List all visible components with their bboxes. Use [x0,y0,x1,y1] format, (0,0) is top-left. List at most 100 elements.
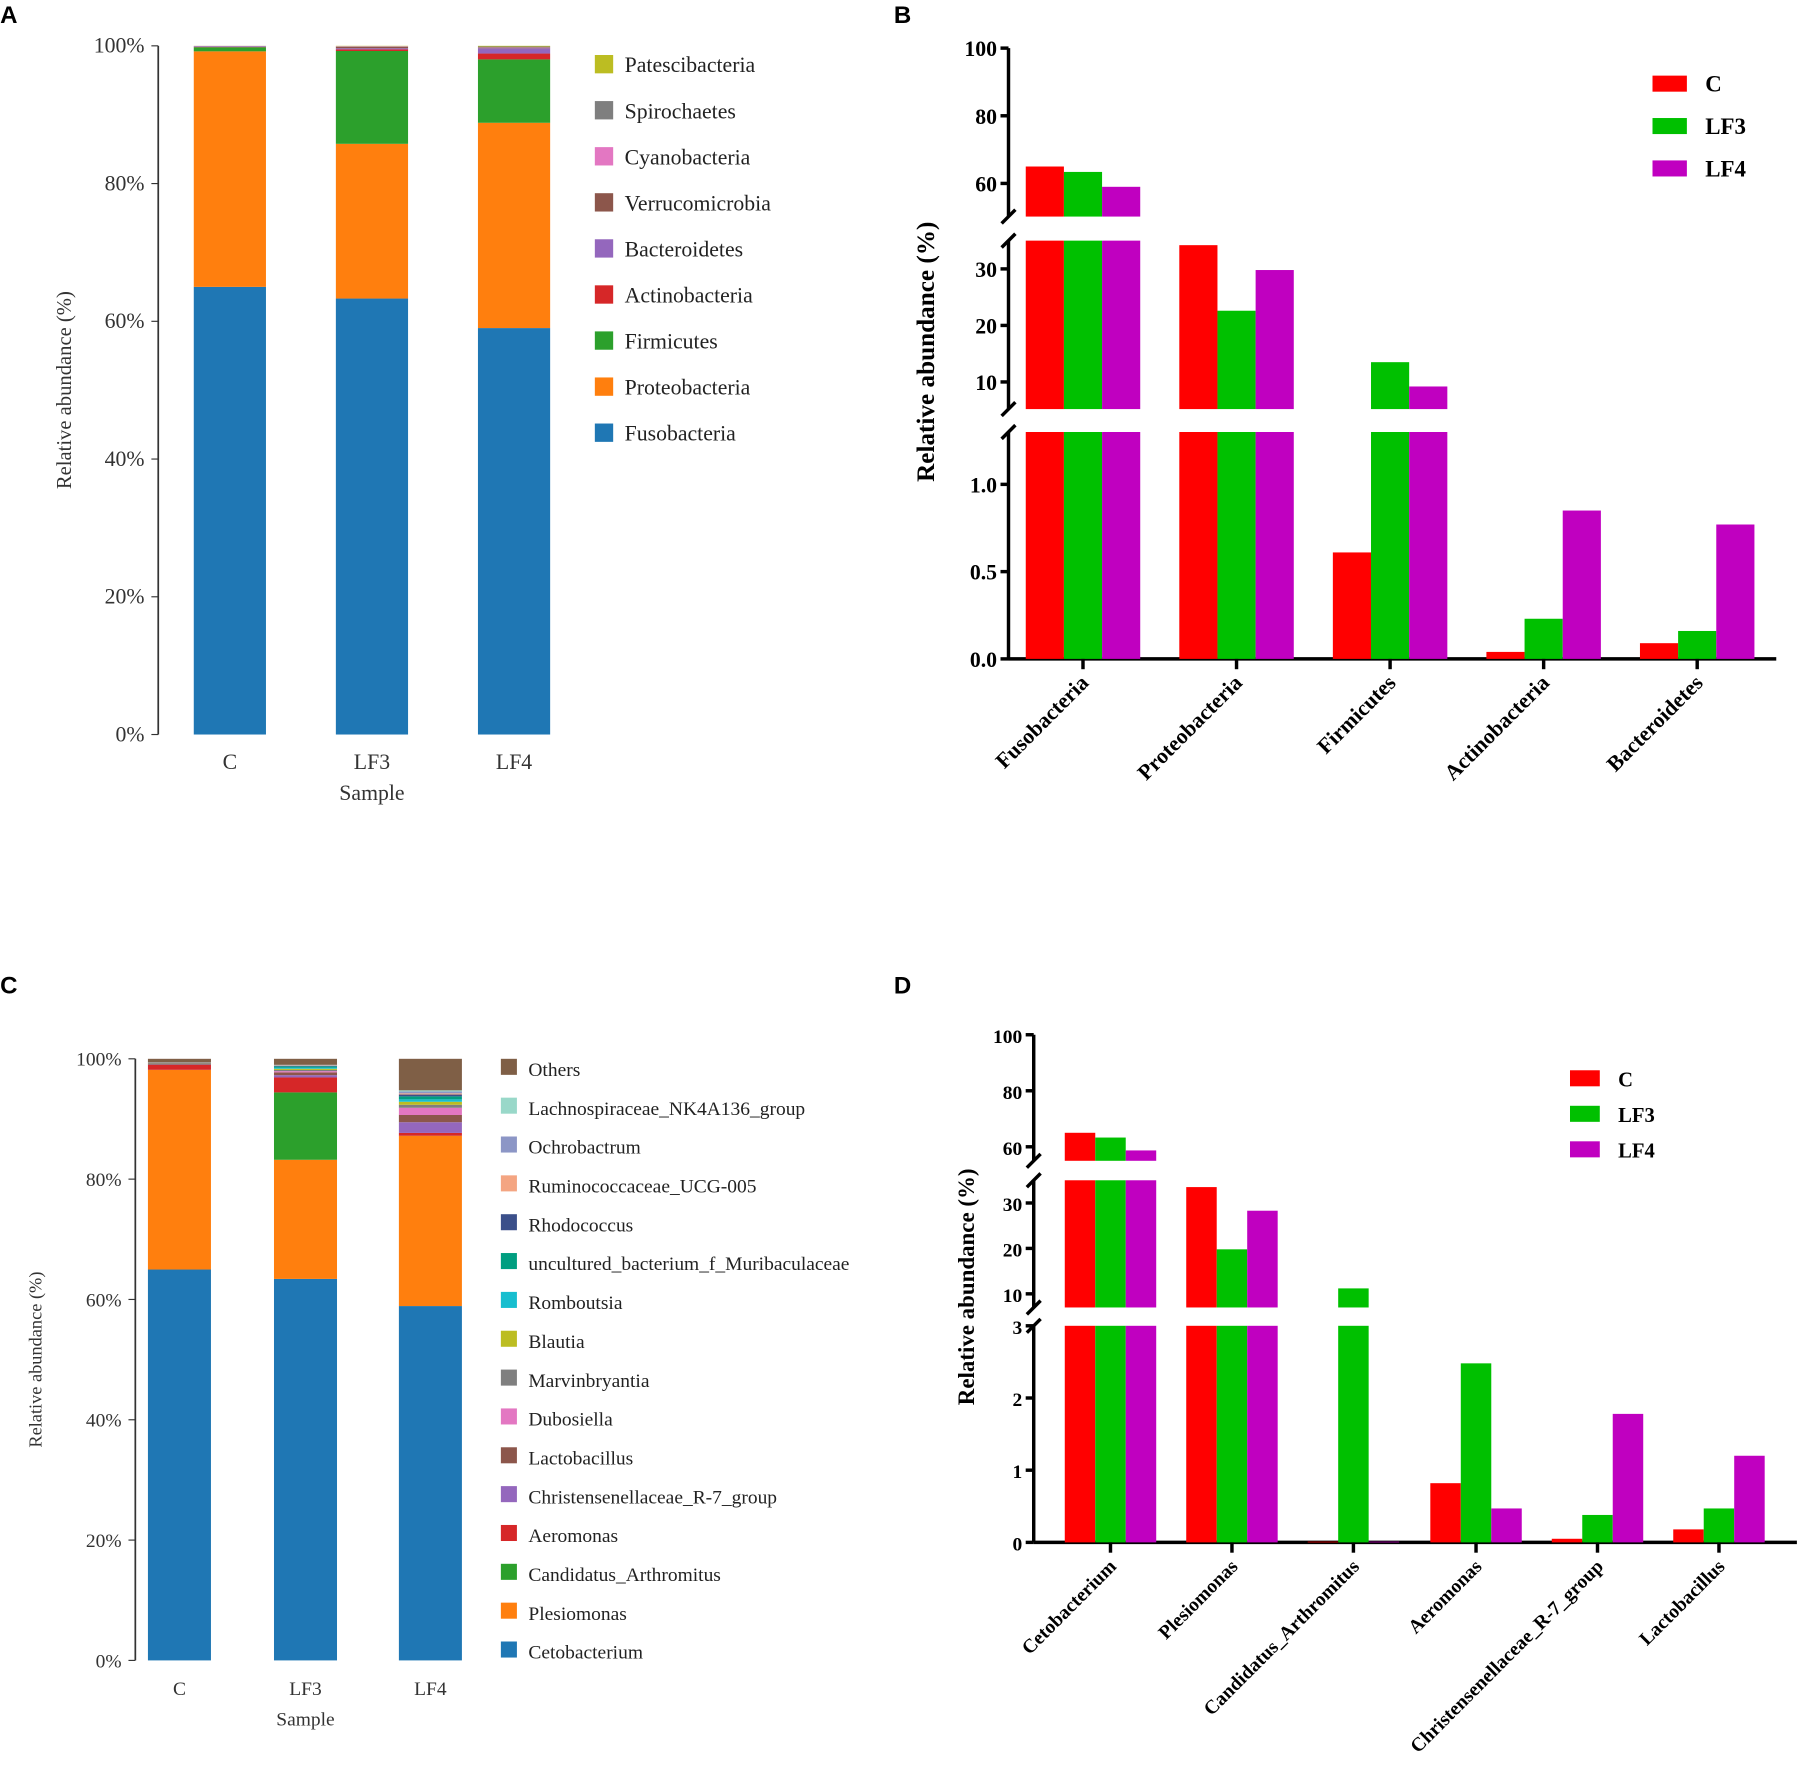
bar-segment-rhodococcus [398,1094,462,1097]
bar-lf4 [1102,240,1141,410]
legend-swatch [1569,1141,1600,1158]
legend-label: Plesiomonas [528,1604,626,1625]
x-tick-label: LF3 [354,750,390,774]
y-tick-label: 20% [86,1531,122,1552]
bar-segment-blautia [273,1068,338,1070]
y-tick-label: 20 [1003,1240,1022,1261]
bar-segment-marvinbryantia [398,1104,462,1108]
x-tick-label: Firmicutes [1313,671,1401,759]
bar-segment-lactobacillus [147,1063,211,1065]
bar-segment-christensenellaceae_r-7_group [273,1075,338,1078]
legend-swatch [594,101,614,120]
y-tick-label: 100% [94,34,145,58]
bar-segment-patescibacteria [477,45,551,47]
bar-segment-bacteroidetes [193,46,266,47]
bar-segment-blautia [398,1101,462,1105]
legend-label: Marvinbryantia [528,1371,649,1392]
legend-swatch [500,1641,517,1658]
bar-lf3 [1063,240,1103,410]
panel-label-b: B [894,2,911,29]
x-tick-label: Bacteroidetes [1602,671,1708,777]
legend-swatch [500,1602,517,1619]
legend-label: LF3 [1705,114,1746,139]
y-tick-label: 0.5 [970,561,997,585]
chart-a-phylum-stacked: 0% 20% 40% 60% 80% 100% Relative abundance (%)… [54,34,771,805]
legend-label: Dubosiella [528,1410,613,1431]
bar-lf4 [1716,524,1755,659]
x-tick-label: Christensenellaceae_R-7_group [1407,1556,1608,1757]
legend-label: Christensenellaceae_R-7_group [528,1487,777,1508]
bar-segment-actinobacteria [335,49,409,51]
legend-swatch [594,285,614,304]
bar-segment-plesiomonas [273,1159,338,1279]
legend-label: Blautia [528,1332,585,1353]
panel-label-a: A [0,2,17,29]
legend-swatch [1652,75,1687,92]
bar-lf4 [1125,1325,1157,1543]
legend-swatch [500,1330,517,1347]
bar-lf4 [1491,1508,1522,1543]
bar-c [1332,552,1372,659]
x-tick-label: Cetobacterium [1018,1556,1121,1659]
bar-lf4 [1562,510,1601,659]
bar-c [1639,643,1679,659]
legend-swatch [500,1097,517,1114]
y-tick-label: 100 [964,37,997,61]
y-tick-label: 0 [1013,1534,1023,1555]
axis-break-mark [1025,1317,1042,1334]
legend-swatch [500,1524,517,1542]
bar-c [1430,1483,1461,1543]
x-tick-label: Aeromonas [1405,1556,1487,1638]
legend-label: uncultured_bacterium_f_Muribaculaceae [528,1254,849,1275]
x-tick-label: Proteobacteria [1133,671,1247,785]
legend-label: Bacteroidetes [625,237,743,261]
legend-label: LF3 [1618,1105,1655,1127]
bar-c [1186,1187,1217,1308]
x-tick-label: Fusobacteria [991,671,1094,774]
y-tick-label: 60 [1003,1139,1022,1160]
bar-lf3 [1524,618,1563,659]
axis-break-mark [1000,208,1017,225]
bar-lf4 [1125,1150,1157,1161]
bar-segment-firmicutes [335,50,409,144]
axis-break-mark [1025,1299,1042,1316]
legend-label: Firmicutes [625,330,718,354]
bar-segment-others [147,1058,211,1063]
bar-lf3 [1582,1514,1613,1543]
x-tick-label: Lactobacillus [1636,1556,1730,1650]
bar-c [1307,1541,1339,1543]
y-tick-label: 0% [96,1651,122,1672]
legend-label: Rhodococcus [528,1215,633,1236]
bar-lf4 [1409,432,1448,659]
bar-lf4 [1734,1455,1765,1543]
axis-break-mark [1025,1152,1042,1169]
legend-swatch [500,1058,517,1075]
bar-lf3 [1216,1249,1248,1308]
legend-swatch [500,1253,517,1270]
x-axis-title: Sample [276,1710,334,1731]
bar-lf3 [1095,1180,1126,1308]
bar-c [1025,240,1064,410]
bar-segment-firmicutes [477,59,551,123]
legend-label: Patescibacteria [625,53,756,77]
y-axis-title: Relative abundance (%) [913,222,940,482]
y-tick-label: 100 [993,1027,1022,1048]
axis-break-mark [1000,423,1017,441]
legend-swatch [500,1291,517,1308]
y-tick-label: 60% [105,309,145,333]
bar-segment-dubosiella [273,1071,338,1073]
bar-lf4 [1255,270,1294,410]
bar-segment-fusobacteria [335,298,409,735]
y-axis-title: Relative abundance (%) [25,1272,46,1448]
bar-c [1064,1132,1096,1161]
bar-segment-dubosiella [398,1107,462,1116]
y-tick-label: 80 [975,105,997,129]
legend-swatch [500,1175,517,1192]
bar-c [1025,432,1064,659]
legend-label: C [1618,1069,1633,1091]
bar-segment-cetobacterium [273,1278,338,1661]
bar-segment-actinobacteria [477,53,551,60]
bar-segment-rhodococcus [273,1065,338,1067]
bar-segment-plesiomonas [398,1135,462,1307]
bar-lf4 [1102,186,1141,217]
